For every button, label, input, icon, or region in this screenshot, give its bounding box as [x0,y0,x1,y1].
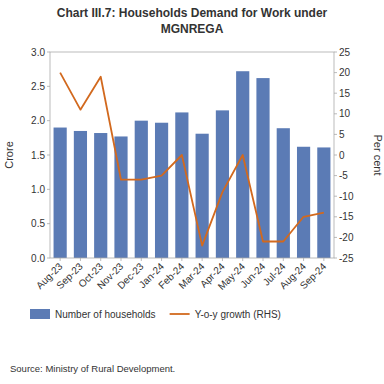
y-tick [47,52,50,53]
legend-label: Number of households [55,309,156,320]
y2-tick-label: 10 [339,108,351,119]
y-tick [47,86,50,87]
y2-tick [334,52,337,53]
y2-tick-label: 20 [339,67,351,78]
legend: Number of households Y-o-y growth (RHS) [30,309,281,320]
bar [196,134,209,258]
y-tick-label: 0.0 [31,253,45,264]
x-tick-label: Jun-24 [238,260,268,290]
y2-tick [334,258,337,259]
bar [297,147,310,258]
bar [54,128,67,258]
x-tick [181,258,182,261]
bar [135,121,148,258]
title-line: Chart III.7: Households Demand for Work … [57,6,328,20]
y2-tick-label: 15 [339,88,351,99]
y-tick [47,189,50,190]
y-tick [47,155,50,156]
plot-area [54,71,331,258]
y2-tick [334,237,337,238]
x-tick [303,258,304,261]
x-tick [141,258,142,261]
plot-frame [50,52,334,258]
x-tick-label: Sep-24 [298,260,329,291]
x-tick [80,258,81,261]
y2-tick [334,93,337,94]
x-tick [100,258,101,261]
x-tick [242,258,243,261]
source: Source: Ministry of Rural Development. [10,363,175,374]
y-tick-label: 1.0 [31,184,45,195]
chart: Chart III.7: Households Demand for Work … [0,0,384,384]
x-tick [323,258,324,261]
y2-tick-label: -20 [339,232,354,243]
y2-tick [334,113,337,114]
y2-tick-label: 0 [339,150,345,161]
title: Chart III.7: Households Demand for Work … [57,6,328,36]
x-tick [60,258,61,261]
y2-tick-label: -5 [339,170,348,181]
y-tick [47,120,50,121]
bar [175,112,188,258]
y-tick [47,258,50,259]
y2-tick-label: -25 [339,253,354,264]
x-tick [283,258,284,261]
y2-tick-label: 5 [339,129,345,140]
bar [74,131,87,258]
y-tick-label: 1.5 [31,150,45,161]
legend-swatch [30,309,50,319]
y-tick-label: 2.5 [31,81,45,92]
x-tick [161,258,162,261]
bar [155,123,168,258]
legend-swatch [170,313,190,315]
y2-tick [334,175,337,176]
y2-tick-label: 25 [339,47,351,58]
y2-tick [334,155,337,156]
line [60,73,324,246]
x-tick [121,258,122,261]
legend-label: Y-o-y growth (RHS) [195,309,281,320]
x-tick [202,258,203,261]
y-tick-label: 3.0 [31,47,45,58]
y-tick-label: 0.5 [31,218,45,229]
y2-axis-label: Per cent [372,135,384,176]
y2-tick [334,134,337,135]
bar [256,78,269,258]
bar [317,147,330,258]
y2-tick [334,72,337,73]
y-axis-label: Crore [3,141,15,169]
x-tick [222,258,223,261]
y2-tick [334,216,337,217]
title-line: MGNREGA [161,22,224,36]
y2-tick-label: -15 [339,211,354,222]
y-tick-label: 2.0 [31,115,45,126]
x-tick [263,258,264,261]
y2-tick-label: -10 [339,191,354,202]
y2-tick [334,196,337,197]
bar [277,128,290,258]
bar [94,133,107,258]
y-tick [47,223,50,224]
